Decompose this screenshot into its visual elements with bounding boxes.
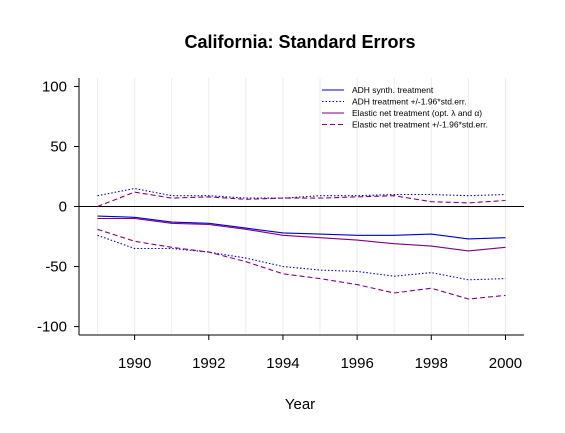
x-tick-label: 1994 [266,355,299,372]
y-tick-label: 50 [50,138,67,155]
series-line-1 [97,215,506,240]
x-tick-label: 1992 [192,355,225,372]
legend-entry-4: Elastic net treatment +/-1.96*std.err. [352,120,488,130]
x-tick-label: 2000 [489,355,522,372]
series-line-5 [97,228,506,300]
legend: ADH synth. treatment ADH treatment +/-1.9… [322,85,488,130]
y-tick-label: 0 [59,199,67,216]
x-tick-label: 1996 [340,355,373,372]
y-tick-label: -50 [45,259,67,276]
x-tick-label: 1990 [118,355,151,372]
legend-entry-2: ADH treatment +/-1.96*std.err. [352,97,467,107]
series-line-4 [97,217,506,252]
series-lines [97,187,506,300]
series-line-2 [97,234,506,281]
axes: 100 50 0 -50 -100 1990 1992 1994 1996 1998 2000 [37,78,524,372]
legend-entry-3: Elastic net treatment (opt. λ and α) [352,108,482,118]
x-tick-label: 1998 [415,355,448,372]
x-axis-label: Year [285,396,315,413]
y-tick-label: 100 [42,78,67,95]
legend-entry-1: ADH synth. treatment [352,85,434,95]
chart-title: California: Standard Errors [184,32,415,52]
y-tick-label: -100 [37,319,67,336]
